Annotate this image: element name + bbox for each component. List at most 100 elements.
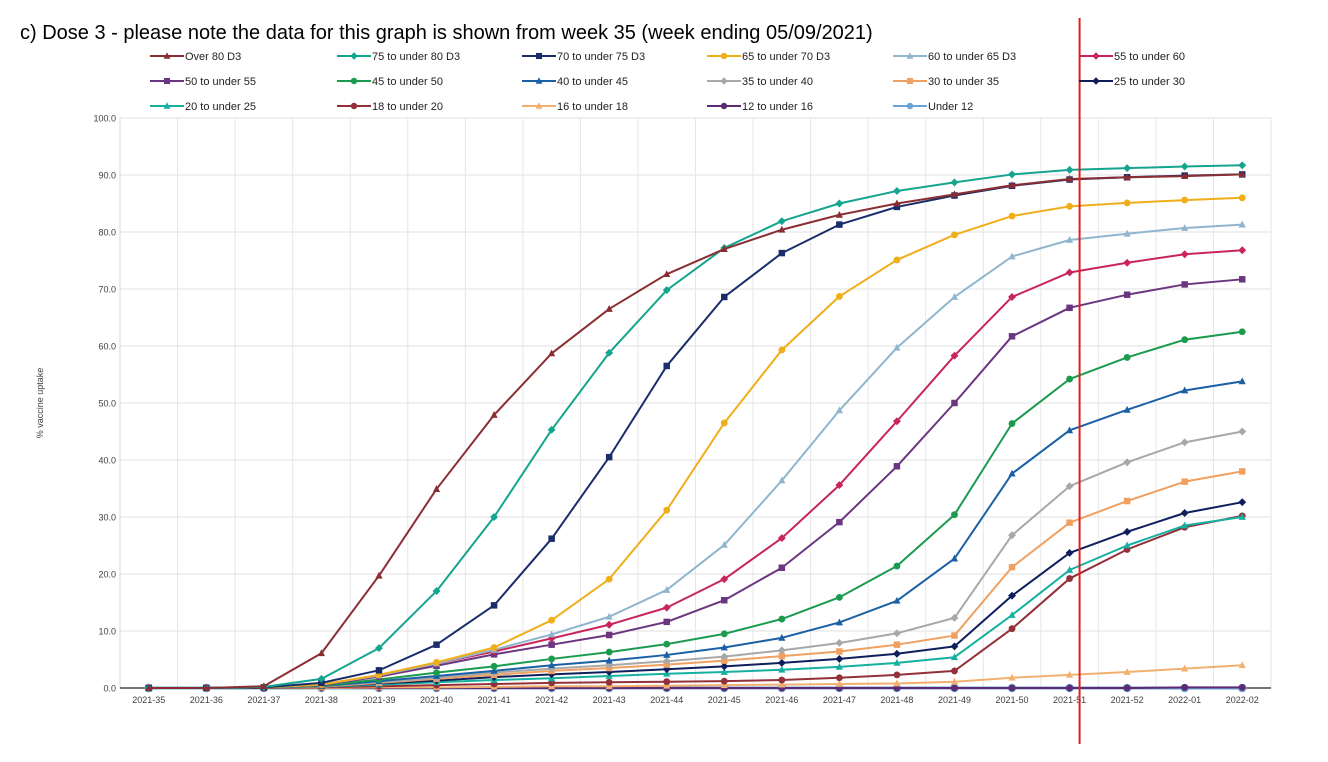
data-point	[1065, 548, 1074, 557]
x-tick-label: 2021-36	[190, 695, 223, 705]
data-point	[1123, 173, 1131, 181]
legend-label: 35 to under 40	[742, 76, 813, 88]
data-point	[836, 648, 843, 655]
data-point	[1123, 164, 1132, 173]
data-point	[1238, 513, 1246, 520]
data-point	[720, 102, 728, 110]
data-point	[950, 653, 959, 661]
data-point	[1008, 591, 1016, 600]
legend-item: Over 80 D3	[150, 51, 241, 63]
x-tick-label: 2021-38	[305, 695, 338, 705]
legend-label: 12 to under 16	[742, 101, 813, 113]
data-point	[433, 641, 440, 648]
data-point	[1123, 291, 1131, 298]
data-point	[663, 506, 671, 514]
data-point	[490, 513, 499, 521]
data-point	[1238, 170, 1246, 178]
legend-label: Over 80 D3	[185, 51, 241, 63]
y-tick-label: 80.0	[98, 228, 116, 238]
data-point	[720, 575, 729, 584]
data-point	[778, 665, 786, 673]
data-point	[720, 668, 728, 675]
data-point	[1123, 497, 1131, 505]
x-tick-label: 2021-41	[478, 695, 511, 705]
data-point	[1065, 165, 1074, 174]
data-point	[1008, 625, 1016, 633]
data-point	[720, 419, 728, 427]
data-point	[605, 682, 613, 690]
data-point	[720, 652, 729, 661]
data-point	[1092, 52, 1100, 60]
data-point	[1008, 181, 1016, 189]
data-point	[835, 199, 844, 208]
x-tick-label: 2021-50	[996, 695, 1029, 705]
data-point	[663, 270, 671, 278]
data-point	[490, 662, 498, 670]
data-point	[490, 411, 498, 418]
data-point	[1180, 250, 1189, 259]
x-tick-label: 2021-39	[362, 695, 395, 705]
data-point	[951, 684, 958, 692]
data-point	[350, 77, 358, 85]
data-point	[1123, 541, 1131, 549]
data-point	[720, 52, 728, 60]
data-point	[1238, 194, 1246, 202]
data-point	[720, 681, 728, 689]
data-point	[893, 562, 901, 570]
x-tick-label: 2021-49	[938, 695, 971, 705]
data-point	[1065, 670, 1074, 678]
data-point	[663, 681, 671, 689]
y-tick-label: 60.0	[98, 342, 116, 352]
data-point	[951, 399, 958, 407]
data-point	[893, 343, 901, 351]
data-point	[605, 648, 613, 656]
legend-item: 65 to under 70 D3	[707, 51, 830, 63]
legend-item: 18 to under 20	[337, 101, 443, 113]
data-point	[835, 481, 844, 490]
x-tick-label: 2021-42	[535, 695, 568, 705]
data-point	[893, 596, 901, 604]
legend: Over 80 D3 75 to under 80 D3 70 to under 7…	[150, 51, 1185, 113]
data-point	[1008, 563, 1016, 571]
data-point	[663, 362, 670, 370]
legend-item: 16 to under 18	[522, 101, 628, 113]
data-point	[778, 346, 786, 354]
data-point	[535, 52, 543, 60]
legend-label: 18 to under 20	[372, 101, 443, 113]
data-point	[1008, 611, 1016, 618]
data-point	[548, 349, 556, 357]
data-point	[1238, 246, 1247, 255]
data-point	[1238, 468, 1246, 475]
data-point	[433, 658, 440, 666]
data-point	[777, 534, 786, 543]
data-point	[375, 667, 383, 674]
x-tick-label: 2021-37	[247, 695, 280, 705]
data-point	[1123, 684, 1131, 692]
y-tick-label: 0.0	[103, 684, 116, 694]
legend-item: 70 to under 75 D3	[522, 51, 645, 63]
x-tick-label: 2021-51	[1053, 695, 1086, 705]
legend-label: 40 to under 45	[557, 76, 628, 88]
data-point	[835, 618, 843, 626]
data-point	[663, 640, 671, 648]
data-point	[1008, 531, 1016, 540]
chart-title: c) Dose 3 - please note the data for thi…	[20, 22, 873, 44]
data-point	[950, 642, 959, 651]
x-tick-label: 2021-35	[132, 695, 165, 705]
data-point	[1066, 684, 1073, 692]
data-point	[433, 669, 440, 677]
legend-label: Under 12	[928, 101, 973, 113]
data-point	[720, 245, 728, 252]
data-point	[778, 249, 786, 257]
data-point	[1238, 427, 1247, 436]
legend-item: 60 to under 65 D3	[893, 51, 1016, 63]
data-point	[318, 679, 325, 687]
data-point	[892, 187, 901, 195]
legend-item: 40 to under 45	[522, 76, 628, 88]
data-point	[721, 657, 728, 664]
legend-label: 25 to under 30	[1114, 76, 1185, 88]
data-point	[547, 425, 556, 434]
data-point	[1066, 304, 1073, 312]
legend-item: 20 to under 25	[150, 101, 256, 113]
data-point	[1008, 469, 1016, 477]
